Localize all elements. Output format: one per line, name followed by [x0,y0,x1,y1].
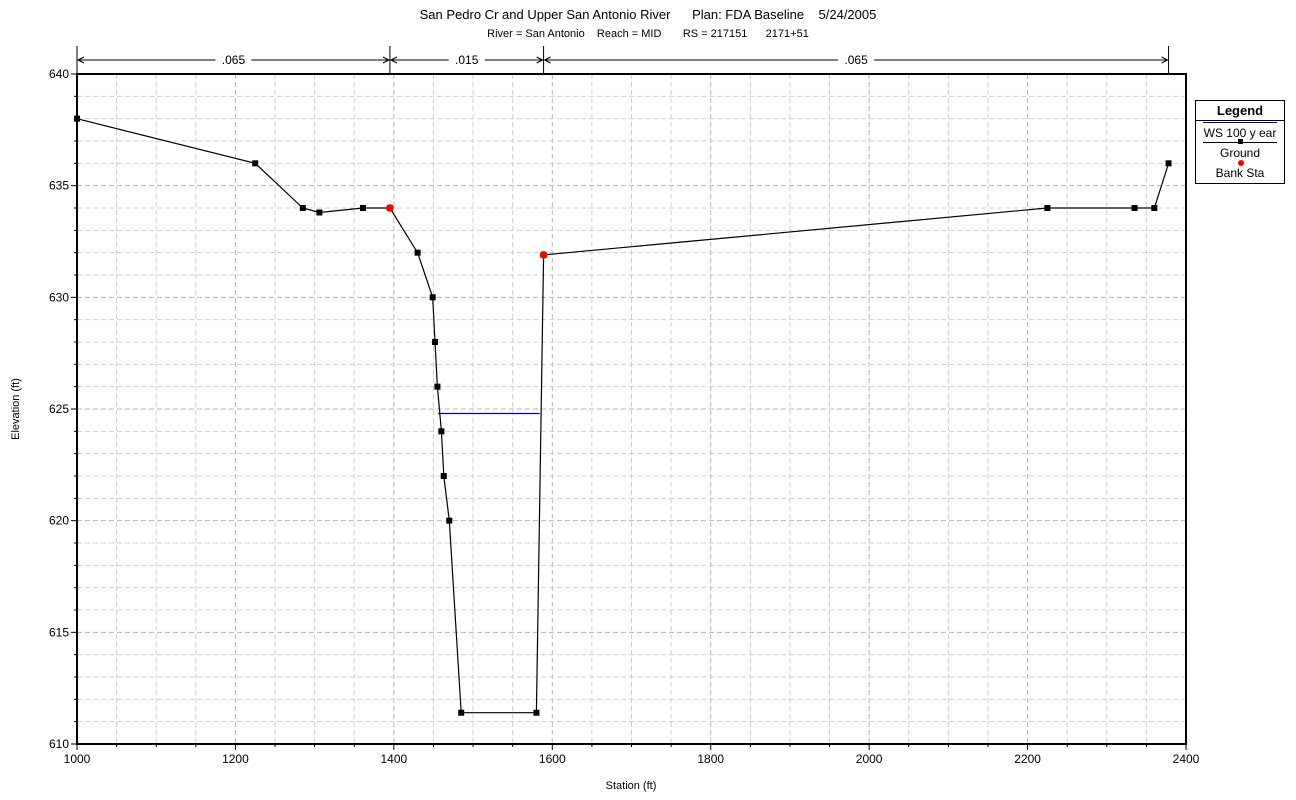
x-tick-label: 2000 [856,752,883,766]
grid [77,74,1186,744]
y-tick-label: 630 [49,290,69,304]
y-tick-label: 620 [49,514,69,528]
data-point [74,115,80,122]
x-tick-label: 2400 [1173,752,1200,766]
n-value-label: .065 [844,53,868,67]
legend-ws-line-icon [1203,122,1277,123]
data-point [432,339,439,345]
data-point [252,160,259,167]
data-point [299,205,306,211]
y-tick-label: 615 [49,625,69,639]
n-value-label: .065 [222,53,246,67]
y-tick-label: 610 [49,737,69,751]
n-arrow-right [382,56,391,64]
data-point [1165,160,1172,167]
n-arrow-left [389,56,398,64]
n-arrow-right [1161,56,1169,64]
legend-title: Legend [1196,101,1284,121]
data-point [1044,205,1051,211]
series-line [76,118,1170,714]
data-point [1151,205,1158,211]
series-bank-sta [386,204,548,259]
legend-ground-square-icon [1238,139,1243,144]
y-tick-label: 625 [49,402,69,416]
data-point [533,709,540,716]
bank-station-point [386,204,394,212]
data-point [429,294,436,301]
x-tick-label: 1000 [64,752,91,766]
axis-ticks: 1000 1200 1400 1600 1800 2000 2200 2400 610 615 62… [49,67,1200,766]
y-axis-label: Elevation (ft) [10,378,22,440]
chart-title: San Pedro Cr and Upper San Antonio River… [420,7,877,22]
x-tick-label: 1200 [222,752,249,766]
n-value-label: .015 [455,53,479,67]
series-ground [74,115,1172,716]
y-tick-label: 640 [49,67,69,81]
n-arrow-left [76,56,85,64]
x-tick-label: 2200 [1014,752,1041,766]
data-point [446,517,453,524]
x-tick-label: 1800 [697,752,724,766]
x-tick-label: 1600 [539,752,566,766]
data-point [434,383,441,390]
x-tick-label: 1400 [381,752,408,766]
data-point [414,249,421,256]
legend-item-bank: Bank Sta [1196,160,1284,181]
data-point [458,709,465,716]
data-point [438,428,445,435]
x-axis-label: Station (ft) [606,780,657,792]
legend: Legend WS 100 y ear Ground Bank Sta [1195,100,1285,184]
data-point [440,473,447,479]
legend-item-ws: WS 100 y ear [1196,121,1284,141]
n-arrow-left [543,56,551,64]
legend-bank-label: Bank Sta [1215,166,1265,180]
bank-station-point [539,251,548,259]
data-point [359,205,366,211]
manning-n-bar: .065 .015 .065 [76,46,1170,74]
legend-ws-label: WS 100 y ear [1203,126,1277,140]
chart-subtitle: River = San Antonio Reach = MID RS = 217… [487,28,809,40]
legend-item-ground: Ground [1196,139,1284,161]
data-point [1131,205,1138,211]
y-tick-label: 635 [49,179,69,193]
legend-bank-dot-icon [1238,160,1244,166]
data-point [316,209,323,216]
n-arrow-right [536,56,544,64]
series [74,115,1172,716]
legend-ground-label: Ground [1219,146,1261,160]
